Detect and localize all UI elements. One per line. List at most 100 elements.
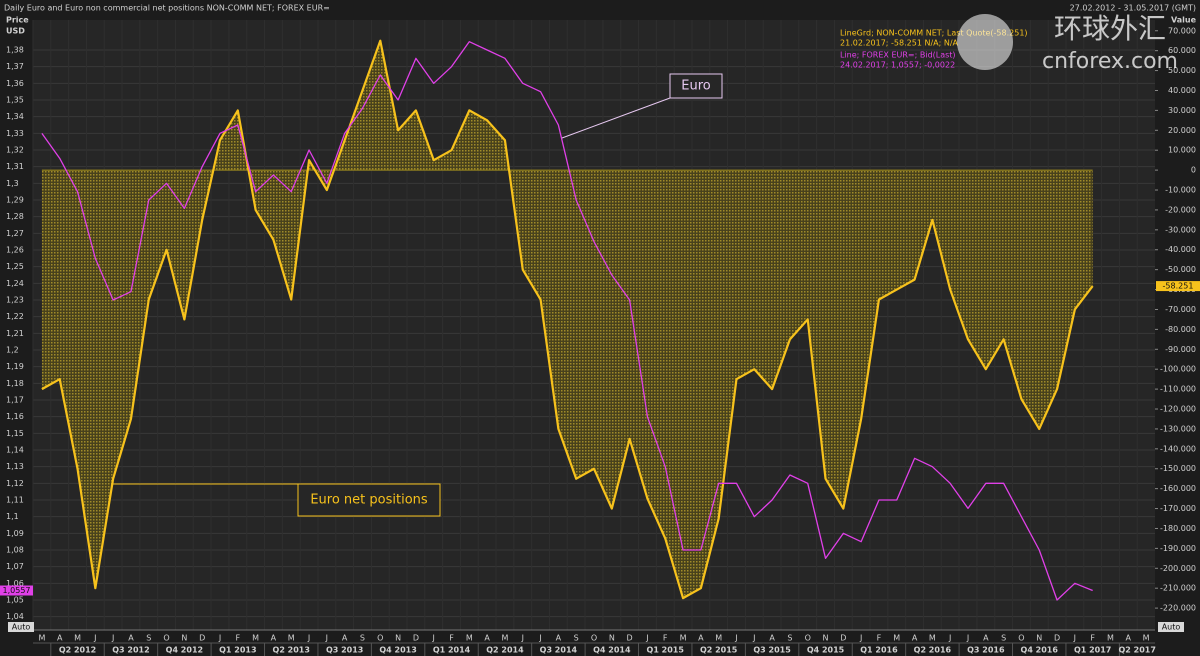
y-tick-label: 1,14 — [6, 446, 24, 455]
x-tick-label: F — [449, 634, 454, 643]
x-tick-label: M — [680, 634, 687, 643]
y2-tick-label: -80.000 — [1165, 325, 1196, 334]
x-quarter-label: Q2 2016 — [914, 646, 952, 655]
x-quarter-label: Q2 2012 — [59, 646, 96, 655]
x-tick-label: A — [556, 634, 562, 643]
y2-tick-label: -140.000 — [1160, 444, 1196, 453]
x-tick-label: D — [840, 634, 846, 643]
legend-detail: 24.02.2017; 1,0557; -0,0022 — [840, 61, 955, 70]
x-tick-label: J — [325, 634, 328, 643]
x-tick-label: F — [236, 634, 241, 643]
x-tick-label: S — [360, 634, 365, 643]
y-tick-label: 1,11 — [6, 496, 24, 505]
x-quarter-label: Q1 2017 — [1074, 646, 1111, 655]
x-tick-label: J — [432, 634, 435, 643]
y-tick-label: 1,23 — [6, 296, 24, 305]
x-tick-label: D — [413, 634, 419, 643]
x-quarter-label: Q3 2016 — [967, 646, 1005, 655]
annotation: Euro net positions — [310, 493, 428, 508]
y2-tick-label: 10.000 — [1168, 146, 1196, 155]
scale-button-label[interactable]: Auto — [1162, 623, 1181, 632]
y2-tick-label: -70.000 — [1165, 305, 1196, 314]
y2-tick-label: -20.000 — [1165, 205, 1196, 214]
x-tick-label: M — [1107, 634, 1114, 643]
y2-tick-label: -210.000 — [1160, 584, 1196, 593]
x-tick-label: A — [912, 634, 918, 643]
y-tick-label: 1,06 — [6, 579, 24, 588]
y2-axis-title: Value — [1171, 16, 1197, 25]
series-line — [41, 39, 1094, 600]
y-tick-label: 1,17 — [6, 396, 24, 405]
x-tick-label: M — [252, 634, 259, 643]
y-tick-label: 1,12 — [6, 479, 24, 488]
last-value-box — [0, 585, 33, 596]
y-tick-label: 1,04 — [6, 612, 24, 621]
x-quarter-label: Q4 2016 — [1021, 646, 1059, 655]
x-tick-label: A — [1126, 634, 1132, 643]
y-tick-label: 1,3 — [6, 179, 19, 188]
scale-button-label[interactable]: Auto — [12, 623, 31, 632]
y2-tick-label: -40.000 — [1165, 245, 1196, 254]
x-quarter-label: Q2 2013 — [273, 646, 310, 655]
x-tick-label: J — [734, 634, 737, 643]
y-tick-label: 1,36 — [6, 79, 24, 88]
x-quarter-label: Q2 2017 — [1118, 646, 1155, 655]
annotation-box — [297, 483, 441, 517]
x-tick-label: M — [501, 634, 508, 643]
x-quarter-label: Q4 2014 — [593, 646, 631, 655]
y-tick-label: 1,31 — [6, 162, 24, 171]
x-quarter-label: Q1 2014 — [433, 646, 471, 655]
x-tick-label: O — [377, 634, 383, 643]
x-tick-label: O — [591, 634, 597, 643]
y-tick-label: 1,15 — [6, 429, 24, 438]
x-tick-label: N — [181, 634, 187, 643]
y-tick-label: 1,34 — [6, 112, 24, 121]
watermark-logo — [957, 14, 1013, 70]
y-tick-label: 1,07 — [6, 562, 24, 571]
y2-tick-label: 0 — [1191, 166, 1196, 175]
y-tick-label: 1,37 — [6, 62, 24, 71]
y2-tick-label: -30.000 — [1165, 225, 1196, 234]
y-tick-label: 1,19 — [6, 362, 24, 371]
chart-title: Daily Euro and Euro non commercial net p… — [4, 4, 330, 13]
x-tick-label: N — [395, 634, 401, 643]
y2-tick-label: -90.000 — [1165, 345, 1196, 354]
x-tick-label: M — [893, 634, 900, 643]
x-tick-label: A — [57, 634, 63, 643]
x-tick-label: M — [74, 634, 81, 643]
annotation-leader — [561, 97, 671, 139]
annotation: Euro — [681, 79, 711, 94]
y-tick-label: 1,27 — [6, 229, 24, 238]
y2-tick-label: -150.000 — [1160, 464, 1196, 473]
legend-entry: LineGrd; NON-COMM NET; Last Quote(-58.25… — [840, 29, 1028, 38]
scale-button[interactable] — [8, 622, 34, 632]
x-tick-label: A — [484, 634, 490, 643]
x-tick-label: O — [805, 634, 811, 643]
y-axis-title: Price — [6, 16, 29, 25]
x-quarter-label: Q4 2012 — [166, 646, 203, 655]
x-tick-label: J — [93, 634, 96, 643]
y2-tick-label: -130.000 — [1160, 424, 1196, 433]
x-tick-label: S — [574, 634, 579, 643]
y2-tick-label: 70.000 — [1168, 26, 1196, 35]
last-value-label: -58.251 — [1163, 282, 1194, 291]
x-tick-label: F — [1090, 634, 1095, 643]
y2-tick-label: -110.000 — [1160, 385, 1196, 394]
x-tick-label: F — [663, 634, 668, 643]
x-tick-label: S — [787, 634, 792, 643]
y2-tick-label: 40.000 — [1168, 86, 1196, 95]
y-tick-label: 1,32 — [6, 146, 24, 155]
x-quarter-label: Q2 2015 — [700, 646, 738, 655]
x-quarter-label: Q3 2012 — [112, 646, 149, 655]
y-tick-label: 1,2 — [6, 346, 19, 355]
x-tick-label: J — [521, 634, 524, 643]
x-tick-label: J — [752, 634, 755, 643]
y-tick-label: 1,38 — [6, 46, 24, 55]
y-tick-label: 1,08 — [6, 546, 24, 555]
y-tick-label: 1,29 — [6, 196, 24, 205]
x-quarter-label: Q4 2013 — [379, 646, 416, 655]
scale-button[interactable] — [1158, 622, 1184, 632]
y2-tick-label: -170.000 — [1160, 504, 1196, 513]
y2-tick-label: -180.000 — [1160, 524, 1196, 533]
y2-tick-label: -220.000 — [1160, 604, 1196, 613]
